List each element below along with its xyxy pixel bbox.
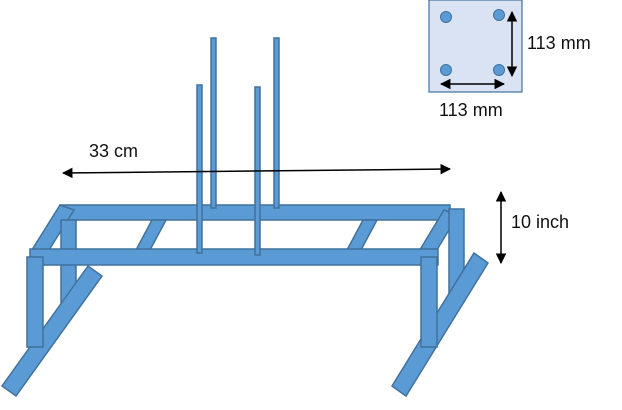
- right-skid: [390, 251, 490, 398]
- cross-brace-right: [345, 219, 379, 251]
- cross-section-detail: [428, 0, 523, 93]
- bolt-hole-bottom-right: [493, 64, 505, 76]
- steel-frame: [0, 37, 490, 398]
- bolt-hole-top-left: [440, 11, 452, 23]
- left-skid: [0, 264, 104, 398]
- section-width-label: 113 mm: [439, 100, 503, 120]
- front-leg-left: [26, 256, 44, 348]
- bolt-hole-top-right: [493, 9, 505, 21]
- section-height-label: 113 mm: [527, 33, 591, 53]
- dimension-arrows: [61, 10, 518, 265]
- length-arrow: [61, 163, 452, 179]
- vertical-bar-3: [196, 84, 203, 254]
- vertical-bar-2: [273, 37, 280, 209]
- height-label: 10 inch: [511, 212, 570, 232]
- front-leg-right: [420, 256, 438, 348]
- vertical-bar-1: [210, 37, 217, 209]
- length-label: 33 cm: [89, 141, 139, 161]
- cross-brace-left: [134, 219, 168, 251]
- front-rail: [29, 248, 439, 266]
- bolt-hole-bottom-left: [440, 64, 452, 76]
